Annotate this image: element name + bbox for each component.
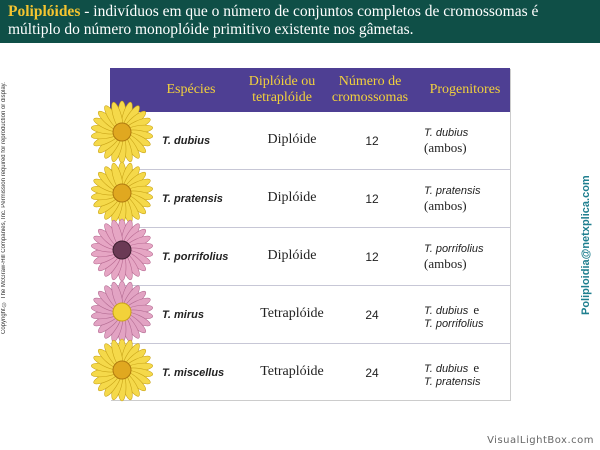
table-row: T. miscellus Tetraplóide 24 T. dubius e …: [110, 344, 510, 402]
ploidy-value: Tetraplóide: [260, 306, 324, 321]
progenitor-joiner: e: [473, 302, 480, 317]
chromosome-count: 24: [365, 308, 379, 322]
chromosome-count: 12: [365, 192, 379, 206]
progenitor-a: T. dubius: [424, 127, 469, 139]
flower-pratensis-image: [91, 161, 153, 225]
species-table: Espécies Diplóide ou tetraplóide Número …: [110, 68, 510, 400]
ploidy-value: Diplóide: [267, 190, 317, 205]
watermark: VisualLightBox.com: [487, 435, 594, 446]
header-chromosomes-line1: Número de: [338, 74, 402, 89]
flower-dubius-image: [91, 100, 153, 164]
progenitors: T. porrifolius (ambos): [424, 228, 510, 286]
flower-center: [112, 122, 132, 142]
table-row: T. dubius Diplóide 12 T. dubius (ambos): [110, 112, 510, 170]
species-name: T. mirus: [162, 309, 204, 321]
progenitor-b: (ambos): [424, 256, 467, 271]
header-text: - indivíduos em que o número de conjunto…: [8, 3, 539, 38]
email-label: Poliploidia@netxplica.com: [580, 175, 592, 315]
flower-center: [112, 360, 132, 380]
header-chromosomes: Número de cromossomas: [324, 68, 416, 112]
table-row: T. porrifolius Diplóide 12 T. porrifoliu…: [110, 228, 510, 286]
progenitor-a-line: T. dubius e: [424, 299, 479, 318]
header-chromosomes-line2: cromossomas: [331, 90, 409, 105]
header-ploidy-line1: Diplóide ou: [248, 74, 316, 89]
ploidy-value: Diplóide: [267, 248, 317, 263]
header-ploidy-line2: tetraplóide: [252, 90, 312, 105]
flower-center: [112, 183, 132, 203]
flower-mirus-image: [91, 280, 153, 344]
progenitor-a: T. pratensis: [424, 185, 481, 197]
flower-miscellus-image: [91, 338, 153, 402]
progenitor-b: (ambos): [424, 140, 467, 155]
progenitors: T. dubius (ambos): [424, 112, 510, 170]
progenitor-b: T. porrifolius: [424, 318, 484, 330]
species-name: T. porrifolius: [162, 251, 229, 263]
species-name: T. pratensis: [162, 193, 223, 205]
header-banner: Poliplóides - indivíduos em que o número…: [0, 0, 600, 43]
chromosome-count: 24: [365, 366, 379, 380]
flower-porrifolius-image: [91, 218, 153, 282]
progenitor-b: (ambos): [424, 198, 467, 213]
progenitors: T. dubius e T. pratensis: [424, 344, 510, 402]
copyright-notice: Copyright © The McGraw-Hill Companies, I…: [1, 82, 7, 334]
chromosome-count: 12: [365, 134, 379, 148]
ploidy-value: Diplóide: [267, 132, 317, 147]
header-progenitors: Progenitores: [429, 82, 501, 97]
header-title: Poliplóides: [8, 3, 81, 20]
progenitor-a: T. porrifolius: [424, 243, 484, 255]
progenitor-b: T. pratensis: [424, 376, 481, 388]
species-name: T. miscellus: [162, 367, 225, 379]
flower-center: [112, 240, 132, 260]
progenitor-a: T. dubius: [424, 363, 469, 375]
ploidy-value: Tetraplóide: [260, 364, 324, 379]
table-row: T. pratensis Diplóide 12 T. pratensis (a…: [110, 170, 510, 228]
header-species: Espécies: [166, 82, 216, 97]
progenitors: T. pratensis (ambos): [424, 170, 510, 228]
header-ploidy: Diplóide ou tetraplóide: [238, 68, 326, 112]
flower-center: [112, 302, 132, 322]
progenitor-a-line: T. dubius e: [424, 357, 479, 376]
progenitors: T. dubius e T. porrifolius: [424, 286, 510, 344]
progenitor-joiner: e: [473, 360, 480, 375]
species-name: T. dubius: [162, 135, 211, 147]
progenitor-a: T. dubius: [424, 305, 469, 317]
table-header: Espécies Diplóide ou tetraplóide Número …: [110, 68, 510, 112]
chromosome-count: 12: [365, 250, 379, 264]
table-row: T. mirus Tetraplóide 24 T. dubius e T. p…: [110, 286, 510, 344]
